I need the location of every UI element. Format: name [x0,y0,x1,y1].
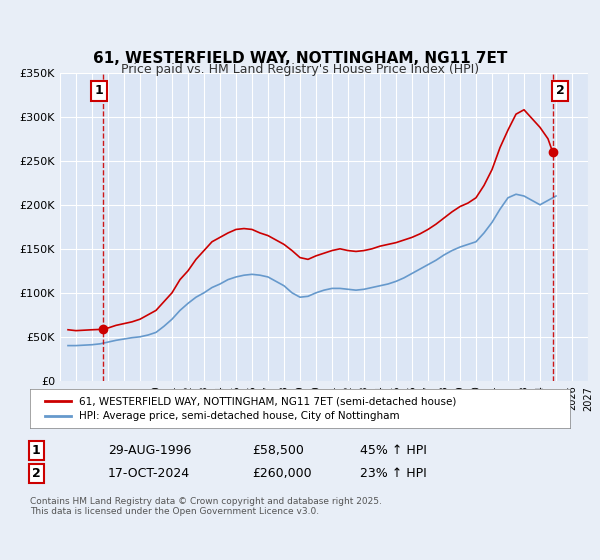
Text: 1: 1 [32,444,40,458]
Text: £58,500: £58,500 [252,444,304,458]
Legend: 61, WESTERFIELD WAY, NOTTINGHAM, NG11 7ET (semi-detached house), HPI: Average pr: 61, WESTERFIELD WAY, NOTTINGHAM, NG11 7E… [41,392,461,426]
Text: 1: 1 [95,85,103,97]
Text: 2: 2 [32,466,40,480]
Text: 2: 2 [556,85,565,97]
Text: Contains HM Land Registry data © Crown copyright and database right 2025.
This d: Contains HM Land Registry data © Crown c… [30,497,382,516]
Text: 61, WESTERFIELD WAY, NOTTINGHAM, NG11 7ET: 61, WESTERFIELD WAY, NOTTINGHAM, NG11 7E… [93,52,507,66]
Text: 45% ↑ HPI: 45% ↑ HPI [360,444,427,458]
Text: £260,000: £260,000 [252,466,311,480]
Text: Price paid vs. HM Land Registry's House Price Index (HPI): Price paid vs. HM Land Registry's House … [121,63,479,77]
Text: 17-OCT-2024: 17-OCT-2024 [108,466,190,480]
Text: 29-AUG-1996: 29-AUG-1996 [108,444,191,458]
Text: 23% ↑ HPI: 23% ↑ HPI [360,466,427,480]
